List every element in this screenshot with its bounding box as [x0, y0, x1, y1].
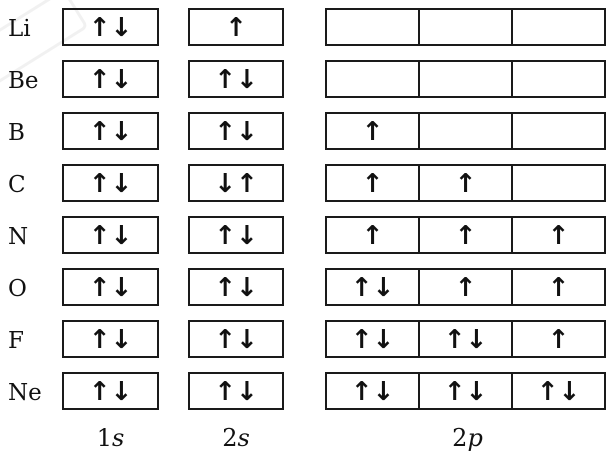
element-row-be: Be ↑↓ ↑↓ — [8, 60, 606, 98]
electron-arrows-2p-2: ↑ — [455, 221, 477, 251]
element-symbol: Li — [8, 16, 31, 42]
orbital-box-1s — [62, 320, 159, 358]
orbital-label-number: 2 — [452, 424, 467, 452]
orbital-label-letter: s — [112, 424, 124, 452]
electron-arrows-2s: ↑↓ — [214, 325, 258, 355]
electron-arrows-1s: ↑↓ — [89, 65, 133, 95]
element-symbol: C — [8, 172, 26, 198]
electron-arrows-2s: ↑↓ — [214, 221, 258, 251]
element-symbol: B — [8, 120, 25, 146]
orbital-label-number: 2 — [222, 424, 237, 452]
electron-arrows-2s: ↑↓ — [214, 65, 258, 95]
electron-arrows-2p-1: ↑ — [362, 169, 384, 199]
orbital-box-2s — [188, 372, 284, 410]
electron-arrows-1s: ↑↓ — [89, 221, 133, 251]
electron-arrows-2s: ↑ — [225, 13, 247, 43]
electron-arrows-1s: ↑↓ — [89, 273, 133, 303]
element-row-c: C ↑↓ ↓↑ ↑ ↑ — [8, 164, 606, 202]
electron-arrows-1s: ↑↓ — [89, 325, 133, 355]
electron-arrows-2p-1: ↑↓ — [351, 273, 395, 303]
orbital-box-2p — [325, 112, 606, 150]
electron-arrows-1s: ↑↓ — [89, 13, 133, 43]
orbital-label: 2s — [222, 424, 250, 452]
orbital-box-1s — [62, 372, 159, 410]
electron-arrows-2p-2: ↑ — [455, 169, 477, 199]
element-symbol: O — [8, 276, 27, 302]
electron-arrows-2s: ↑↓ — [214, 273, 258, 303]
element-symbol: F — [8, 328, 24, 354]
orbital-box-1s — [62, 60, 159, 98]
element-row-b: B ↑↓ ↑↓ ↑ — [8, 112, 606, 150]
element-symbol: N — [8, 224, 28, 250]
orbital-label-letter: p — [467, 424, 482, 452]
orbital-box-1s — [62, 112, 159, 150]
electron-arrows-2p-1: ↑ — [362, 221, 384, 251]
orbital-box-1s — [62, 8, 159, 46]
orbital-box-2p — [325, 164, 606, 202]
orbital-box-2s — [188, 320, 284, 358]
electron-arrows-2p-1: ↑↓ — [351, 377, 395, 407]
orbital-box-2p — [325, 216, 606, 254]
orbital-box-2p — [325, 8, 606, 46]
electron-arrows-2p-2: ↑↓ — [444, 377, 488, 407]
electron-arrows-1s: ↑↓ — [89, 169, 133, 199]
orbital-box-1s — [62, 268, 159, 306]
orbital-box-2s — [188, 112, 284, 150]
orbital-box-2p — [325, 372, 606, 410]
electron-arrows-2s: ↑↓ — [214, 377, 258, 407]
electron-arrows-2p-1: ↑ — [362, 117, 384, 147]
electron-arrows-2p-3: ↑ — [548, 325, 570, 355]
element-row-li: Li ↑↓ ↑ — [8, 8, 606, 46]
electron-arrows-2s: ↑↓ — [214, 117, 258, 147]
electron-arrows-2p-3: ↑↓ — [537, 377, 581, 407]
element-row-f: F ↑↓ ↑↓ ↑↓ ↑↓ ↑ — [8, 320, 606, 358]
orbital-box-2p — [325, 60, 606, 98]
element-symbol: Ne — [8, 380, 42, 406]
element-row-ne: Ne ↑↓ ↑↓ ↑↓ ↑↓ ↑↓ — [8, 372, 606, 410]
electron-arrows-2p-3: ↑ — [548, 221, 570, 251]
element-row-o: O ↑↓ ↑↓ ↑↓ ↑ ↑ — [8, 268, 606, 306]
orbital-label-number: 1 — [97, 424, 112, 452]
electron-arrows-1s: ↑↓ — [89, 377, 133, 407]
element-symbol: Be — [8, 68, 39, 94]
electron-arrows-2p-3: ↑ — [548, 273, 570, 303]
electron-arrows-2p-1: ↑↓ — [351, 325, 395, 355]
orbital-box-2s — [188, 268, 284, 306]
orbital-label: 2p — [452, 424, 483, 452]
orbital-box-2s — [188, 8, 284, 46]
orbital-label-letter: s — [237, 424, 249, 452]
electron-arrows-2p-2: ↑↓ — [444, 325, 488, 355]
orbital-box-1s — [62, 164, 159, 202]
orbital-box-2s — [188, 60, 284, 98]
orbital-box-2s — [188, 164, 284, 202]
orbital-label: 1s — [97, 424, 125, 452]
orbital-box-2p — [325, 320, 606, 358]
electron-arrows-2p-2: ↑ — [455, 273, 477, 303]
orbital-box-2s — [188, 216, 284, 254]
element-row-n: N ↑↓ ↑↓ ↑ ↑ ↑ — [8, 216, 606, 254]
orbital-box-2p — [325, 268, 606, 306]
electron-arrows-2s: ↓↑ — [214, 169, 258, 199]
electron-arrows-1s: ↑↓ — [89, 117, 133, 147]
orbital-box-1s — [62, 216, 159, 254]
